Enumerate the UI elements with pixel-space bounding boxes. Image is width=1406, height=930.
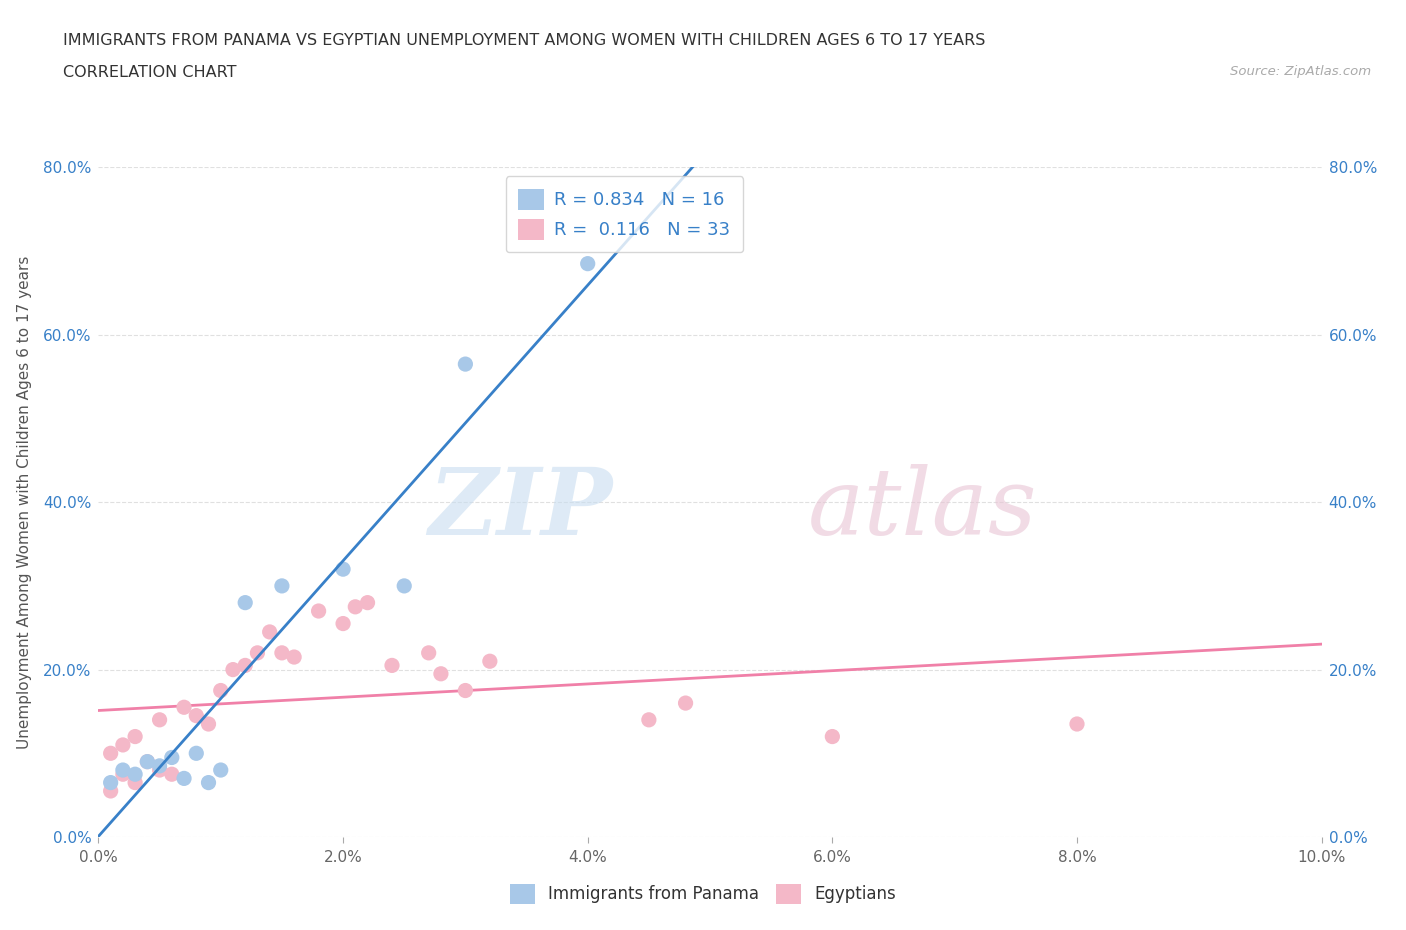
Point [136,754,159,769]
Point [111,766,134,781]
Point [124,729,146,744]
Point [356,595,378,610]
Point [576,257,599,272]
Point [186,746,208,761]
Point [246,645,269,660]
Point [136,754,159,769]
Point [430,667,453,682]
Point [454,684,477,698]
Point [270,578,292,593]
Point [100,783,122,798]
Text: atlas: atlas [808,464,1038,554]
Point [454,357,477,372]
Point [160,766,183,781]
Point [124,766,146,781]
Point [111,737,134,752]
Point [100,776,122,790]
Point [160,750,183,764]
Point [100,746,122,761]
Point [1066,717,1088,732]
Point [173,771,195,786]
Point [111,763,134,777]
Point [149,763,172,777]
Point [186,709,208,724]
Point [418,645,440,660]
Point [308,604,330,618]
Legend: Immigrants from Panama, Egyptians: Immigrants from Panama, Egyptians [502,875,904,912]
Point [173,700,195,715]
Point [637,712,661,727]
Point [283,650,305,665]
Point [392,578,416,593]
Point [124,776,146,790]
Text: IMMIGRANTS FROM PANAMA VS EGYPTIAN UNEMPLOYMENT AMONG WOMEN WITH CHILDREN AGES 6: IMMIGRANTS FROM PANAMA VS EGYPTIAN UNEMP… [63,33,986,47]
Point [332,617,354,631]
Point [149,712,172,727]
Point [381,658,404,673]
Point [209,684,232,698]
Text: ZIP: ZIP [427,464,612,554]
Legend: R = 0.834   N = 16, R =  0.116   N = 33: R = 0.834 N = 16, R = 0.116 N = 33 [506,177,744,252]
Point [197,717,219,732]
Point [821,729,844,744]
Point [344,600,367,615]
Point [675,696,697,711]
Text: CORRELATION CHART: CORRELATION CHART [63,65,236,80]
Point [259,625,281,640]
Point [233,658,256,673]
Point [209,763,232,777]
Text: Source: ZipAtlas.com: Source: ZipAtlas.com [1230,65,1371,78]
Point [222,662,245,677]
Point [197,776,219,790]
Point [233,595,256,610]
Point [332,562,354,577]
Point [149,759,172,774]
Point [270,645,292,660]
Point [478,654,501,669]
Y-axis label: Unemployment Among Women with Children Ages 6 to 17 years: Unemployment Among Women with Children A… [17,256,32,749]
